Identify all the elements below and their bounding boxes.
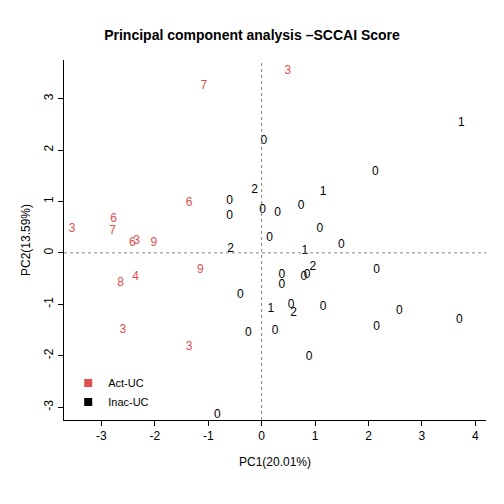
svg-text:3: 3	[69, 221, 76, 235]
svg-text:-3: -3	[42, 400, 56, 411]
svg-text:3: 3	[419, 429, 426, 443]
svg-text:1: 1	[312, 429, 319, 443]
svg-text:Principal component analysis –: Principal component analysis –SCCAI Scor…	[104, 27, 400, 43]
svg-text:0: 0	[456, 312, 463, 326]
svg-text:0: 0	[373, 262, 380, 276]
svg-text:1: 1	[267, 301, 274, 315]
svg-text:7: 7	[201, 78, 208, 92]
svg-text:2: 2	[365, 429, 372, 443]
svg-text:0: 0	[372, 164, 379, 178]
svg-text:3: 3	[186, 339, 193, 353]
svg-text:1: 1	[320, 184, 327, 198]
svg-text:0: 0	[279, 267, 286, 281]
svg-text:PC1(20.01%): PC1(20.01%)	[239, 455, 311, 469]
svg-text:4: 4	[472, 429, 479, 443]
svg-text:0: 0	[260, 133, 267, 147]
svg-text:2: 2	[290, 305, 297, 319]
svg-text:6: 6	[186, 195, 193, 209]
svg-text:0: 0	[304, 267, 311, 281]
svg-text:2: 2	[227, 241, 234, 255]
svg-text:0: 0	[301, 269, 308, 283]
svg-text:0: 0	[320, 299, 327, 313]
svg-text:-3: -3	[96, 429, 107, 443]
svg-text:0: 0	[279, 277, 286, 291]
svg-text:0: 0	[274, 205, 281, 219]
svg-text:0: 0	[338, 237, 345, 251]
svg-text:8: 8	[117, 275, 124, 289]
svg-text:0: 0	[226, 208, 233, 222]
svg-text:0: 0	[396, 303, 403, 317]
svg-text:3: 3	[284, 63, 291, 77]
svg-text:0: 0	[42, 247, 56, 254]
svg-text:0: 0	[373, 319, 380, 333]
svg-text:0: 0	[258, 429, 265, 443]
svg-text:6: 6	[129, 235, 136, 249]
svg-text:0: 0	[288, 297, 295, 311]
svg-text:0: 0	[317, 221, 324, 235]
svg-text:3: 3	[119, 322, 126, 336]
svg-text:9: 9	[150, 235, 157, 249]
svg-text:0: 0	[259, 202, 266, 216]
svg-text:9: 9	[197, 262, 204, 276]
svg-text:PC2(13.59%): PC2(13.59%)	[19, 204, 33, 276]
svg-text:0: 0	[245, 325, 252, 339]
svg-text:-1: -1	[42, 297, 56, 308]
svg-text:0: 0	[272, 323, 279, 337]
svg-text:0: 0	[266, 230, 273, 244]
svg-text:4: 4	[132, 269, 139, 283]
svg-text:Inac-UC: Inac-UC	[108, 396, 148, 408]
svg-text:2: 2	[310, 259, 317, 273]
svg-text:0: 0	[237, 287, 244, 301]
svg-text:1: 1	[302, 243, 309, 257]
svg-text:Act-UC: Act-UC	[108, 377, 144, 389]
svg-text:2: 2	[251, 182, 258, 196]
svg-text:-1: -1	[203, 429, 214, 443]
svg-text:2: 2	[42, 145, 56, 152]
svg-text:0: 0	[306, 349, 313, 363]
svg-text:1: 1	[458, 115, 465, 129]
svg-text:1: 1	[42, 196, 56, 203]
svg-text:0: 0	[226, 193, 233, 207]
svg-text:3: 3	[133, 233, 140, 247]
svg-text:0: 0	[214, 407, 221, 420]
svg-text:0: 0	[298, 198, 305, 212]
svg-text:6: 6	[110, 211, 117, 225]
svg-text:-2: -2	[42, 348, 56, 359]
svg-text:7: 7	[109, 223, 116, 237]
svg-text:-2: -2	[149, 429, 160, 443]
svg-text:3: 3	[42, 93, 56, 100]
